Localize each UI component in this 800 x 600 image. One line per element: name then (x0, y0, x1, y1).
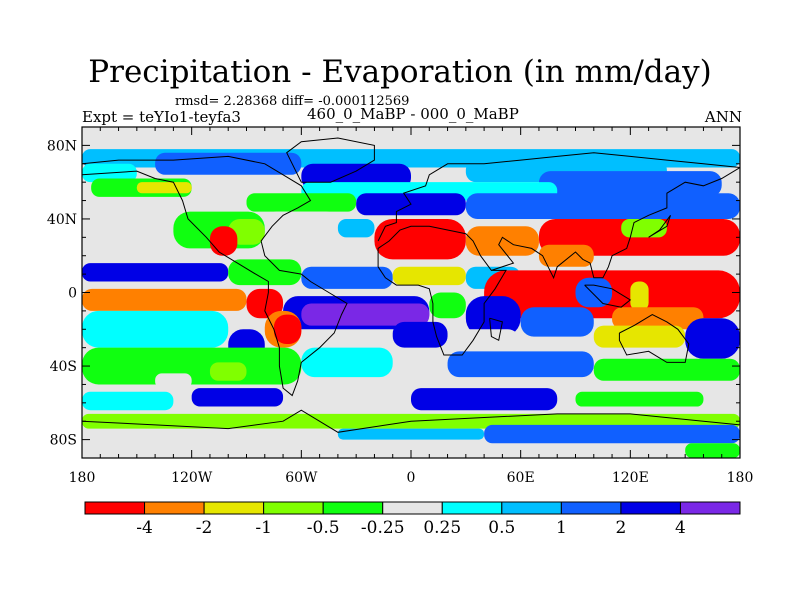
precip-region (630, 281, 649, 311)
precip-region (411, 388, 558, 411)
lat-tick-label: 40N (47, 212, 77, 228)
coastline (82, 155, 348, 397)
colorbar-label: 0.5 (488, 518, 515, 538)
colorbar-swatch (679, 501, 741, 515)
precip-region (191, 428, 338, 458)
precip-region (82, 310, 229, 348)
coastline (584, 284, 632, 308)
colorbar-label: 4 (675, 518, 686, 538)
precip-region (209, 226, 238, 256)
precip-region (136, 182, 192, 194)
colorbar-swatch (620, 501, 681, 515)
colorbar-swatch (203, 501, 265, 515)
coastline (489, 317, 503, 342)
precip-region (484, 270, 740, 319)
precip-region (301, 303, 430, 326)
precip-region (246, 193, 357, 212)
colorbar-label: -2 (196, 518, 213, 538)
precip-region (538, 171, 722, 197)
colorbar-label: 0.25 (423, 518, 461, 538)
coastline (648, 215, 671, 238)
precip-region (191, 388, 284, 407)
colorbar-swatch (560, 501, 622, 515)
precip-region (593, 325, 686, 348)
precip-region (301, 347, 393, 378)
precip-region (264, 211, 338, 238)
coastline (82, 409, 740, 433)
precip-region (593, 358, 740, 381)
run-comparison-label: 460_0_MaBP - 000_0_MaBP (307, 105, 519, 123)
precip-region (465, 296, 521, 337)
precip-region (228, 218, 265, 245)
lat-tick-label: 0 (68, 286, 77, 302)
colorbar-swatch (501, 501, 562, 515)
plot-title: Precipitation - Evaporation (in mm/day) (88, 54, 712, 90)
coastline (618, 314, 690, 363)
precip-region (228, 259, 302, 286)
lat-tick-label: 80S (50, 433, 77, 449)
precip-region (82, 200, 174, 234)
colorbar-label: 2 (615, 518, 626, 538)
precip-region (685, 443, 740, 458)
lon-tick-label: 0 (407, 470, 416, 486)
precip-region (465, 193, 740, 219)
precip-region (392, 266, 466, 286)
precip-region (447, 351, 594, 378)
lat-tick-label: 40S (50, 359, 77, 375)
axis-ticks: 180 120W 60W 0 60E 120E 180 80N 40N 0 40S 80S (47, 127, 753, 486)
precip-region (82, 347, 302, 385)
precip-region (575, 277, 613, 308)
lon-tick-label: 180 (727, 470, 754, 486)
precip-region (465, 226, 539, 256)
experiment-label: Expt = teYIo1-teyfa3 (82, 108, 241, 126)
precip-region (301, 266, 393, 289)
precip-region (392, 321, 448, 348)
colorbar-swatch (84, 501, 146, 515)
precip-region (155, 152, 302, 175)
colorbar-label: -1 (255, 518, 272, 538)
precip-region (621, 218, 667, 238)
precip-region (538, 244, 594, 267)
lon-tick-label: 180 (69, 470, 96, 486)
precip-region (429, 292, 466, 319)
colorbar: -4 -2 -1 -0.5 -0.25 0.25 0.5 1 2 4 (84, 501, 741, 538)
precip-region (484, 424, 740, 444)
precip-region (337, 218, 375, 238)
precip-region (82, 391, 174, 411)
colorbar-swatch (144, 501, 205, 515)
precip-region (612, 307, 704, 330)
rmsd-diff-stats: rmsd= 2.28368 diff= -0.000112569 (175, 94, 410, 109)
precip-region (82, 263, 229, 282)
precip-region (447, 329, 521, 359)
precip-region (337, 428, 485, 440)
precip-region (82, 288, 247, 311)
precip-region (575, 391, 704, 407)
colorbar-label: 1 (556, 518, 567, 538)
colorbar-swatch (322, 501, 384, 515)
lon-tick-label: 60W (285, 470, 318, 486)
coastline-layer (82, 137, 740, 433)
season-label: ANN (704, 108, 742, 126)
precip-region (82, 127, 101, 150)
precip-region (209, 362, 247, 381)
coastline (286, 137, 375, 183)
colorbar-label: -4 (136, 518, 153, 538)
colorbar-swatch (382, 501, 443, 515)
lon-tick-label: 120W (171, 470, 213, 486)
lon-tick-label: 60E (507, 470, 535, 486)
precip-region (246, 288, 284, 319)
contour-fill-layer (82, 127, 740, 458)
lon-tick-label: 120E (612, 470, 649, 486)
precip-region (685, 318, 740, 359)
coastline (377, 152, 740, 356)
colorbar-swatch (263, 501, 324, 515)
colorbar-label: -0.5 (307, 518, 340, 538)
colorbar-label: -0.25 (361, 518, 405, 538)
lat-tick-label: 80N (47, 138, 77, 154)
precip-region (520, 307, 594, 337)
precip-region (273, 314, 302, 344)
colorbar-swatch (441, 501, 503, 515)
